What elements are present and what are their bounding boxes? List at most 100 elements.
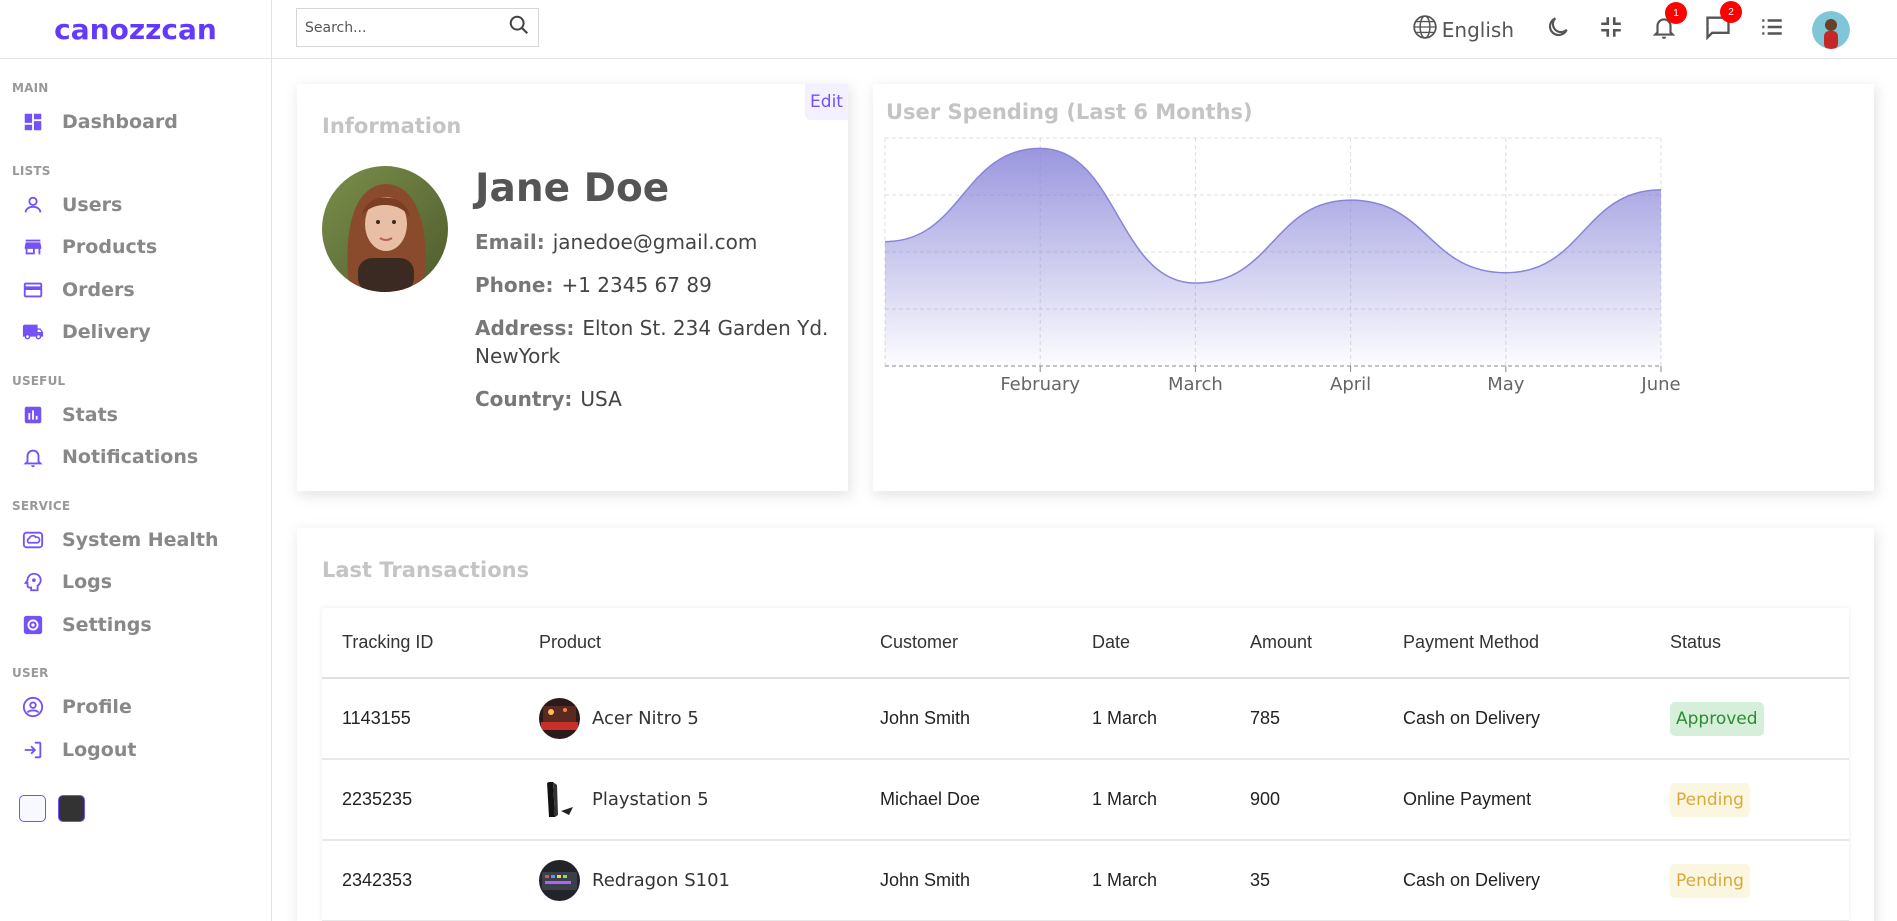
column-header-payment-method[interactable]: Payment Method [1383, 608, 1650, 679]
transactions-card: Last Transactions Tracking ID Product Cu… [297, 528, 1874, 921]
list-menu-button[interactable] [1759, 14, 1785, 45]
sidebar-item-logs[interactable]: Logs [0, 561, 271, 604]
sidebar-item-label: System Health [62, 528, 219, 551]
status-cell: Pending [1650, 759, 1849, 841]
search-input[interactable] [305, 19, 508, 36]
x-tick-label: June [1640, 374, 1680, 395]
product-image [539, 698, 580, 739]
cloud-icon [20, 527, 46, 553]
section-title-lists: LISTS [12, 163, 51, 178]
settings-icon [20, 612, 46, 638]
column-header-date[interactable]: Date [1072, 608, 1230, 679]
section-title-service: SERVICE [12, 498, 71, 513]
globe-icon [1412, 14, 1438, 45]
chart-title: User Spending (Last 6 Months) [886, 100, 1253, 124]
table-header-row: Tracking ID Product Customer Date Amount… [322, 608, 1849, 679]
sidebar-item-label: Users [62, 193, 123, 216]
column-header-customer[interactable]: Customer [860, 608, 1072, 679]
avatar[interactable] [1812, 10, 1850, 49]
sidebar-item-label: Products [62, 236, 158, 259]
column-header-amount[interactable]: Amount [1230, 608, 1383, 679]
address-value: Elton St. 234 Garden Yd. NewYork [475, 316, 829, 368]
bell-icon [20, 444, 46, 470]
sidebar-item-delivery[interactable]: Delivery [0, 311, 271, 354]
sidebar-item-settings[interactable]: Settings [0, 604, 271, 647]
country-key: Country: [475, 387, 573, 411]
tracking-id-cell: 2235235 [322, 759, 519, 841]
address-row: Address: Elton St. 234 Garden Yd. NewYork [475, 314, 835, 370]
dark-mode-toggle[interactable] [1545, 14, 1571, 45]
payment-method-cell: Cash on Delivery [1383, 840, 1650, 921]
sidebar-item-notifications[interactable]: Notifications [0, 436, 271, 479]
sidebar-item-profile[interactable]: Profile [0, 686, 271, 729]
message-badge: 2 [1720, 1, 1742, 23]
product-cell: Redragon S101 [519, 840, 860, 921]
list-icon [1759, 14, 1785, 45]
product-cell: Acer Nitro 5 [519, 678, 860, 760]
notification-badge: 1 [1665, 2, 1687, 24]
fullscreen-exit-icon [1598, 14, 1624, 45]
search-icon[interactable] [508, 14, 530, 41]
app-logo[interactable]: canozzcan [54, 12, 217, 46]
account-circle-icon [20, 694, 46, 720]
product-name: Playstation 5 [592, 789, 709, 810]
transactions-title: Last Transactions [322, 558, 530, 582]
notifications-button[interactable]: 1 [1651, 2, 1687, 45]
country-value: USA [580, 387, 622, 411]
spending-chart-card: User Spending (Last 6 Months) February Ma… [873, 84, 1874, 491]
amount-cell: 900 [1230, 759, 1383, 841]
x-tick-label: May [1487, 374, 1525, 395]
x-tick-label: April [1330, 374, 1371, 395]
sidebar-item-system-health[interactable]: System Health [0, 519, 271, 562]
profile-avatar [322, 166, 448, 292]
language-selector[interactable]: English [1412, 14, 1514, 45]
address-key: Address: [475, 316, 575, 340]
truck-icon [20, 319, 46, 345]
information-card: Edit Information Jane Doe Email: janedoe@… [297, 84, 848, 491]
product-image [539, 779, 580, 820]
column-header-tracking-id[interactable]: Tracking ID [322, 608, 519, 679]
sidebar-item-orders[interactable]: Orders [0, 269, 271, 312]
sidebar-item-label: Delivery [62, 321, 151, 344]
logo-container: canozzcan [0, 0, 271, 59]
table-row[interactable]: 1143155 Acer Nitro 5 John Smith 1 March … [322, 678, 1849, 760]
navbar-items: English 1 2 [1412, 0, 1897, 59]
date-cell: 1 March [1072, 678, 1230, 760]
chart-area-fill [885, 148, 1661, 366]
sidebar-item-logout[interactable]: Logout [0, 729, 271, 772]
profile-details: Jane Doe Email: janedoe@gmail.com Phone: +… [475, 166, 835, 428]
sidebar-item-products[interactable]: Products [0, 226, 271, 269]
x-tick-label: March [1168, 374, 1223, 395]
sidebar-item-users[interactable]: Users [0, 184, 271, 227]
sidebar-item-label: Dashboard [62, 111, 178, 134]
table-row[interactable]: 2342353 Redragon S101 John Smith 1 March… [322, 840, 1849, 921]
payment-method-cell: Online Payment [1383, 759, 1650, 841]
dark-theme-swatch[interactable] [58, 795, 85, 822]
phone-row: Phone: +1 2345 67 89 [475, 271, 835, 299]
navbar: English 1 2 [272, 0, 1897, 59]
table-row[interactable]: 2235235 Playstation 5 Michael Doe 1 Marc… [322, 759, 1849, 841]
sidebar-item-label: Stats [62, 403, 118, 426]
sidebar-item-label: Logout [62, 738, 137, 761]
sidebar-item-dashboard[interactable]: Dashboard [0, 101, 271, 144]
edit-button[interactable]: Edit [805, 84, 848, 120]
tracking-id-cell: 1143155 [322, 678, 519, 760]
product-name: Redragon S101 [592, 870, 730, 891]
email-value: janedoe@gmail.com [552, 230, 758, 254]
date-cell: 1 March [1072, 840, 1230, 921]
bar-chart-icon [20, 402, 46, 428]
status-badge: Approved [1670, 701, 1764, 736]
column-header-product[interactable]: Product [519, 608, 860, 679]
logout-icon [20, 737, 46, 763]
status-cell: Approved [1650, 678, 1849, 760]
product-cell: Playstation 5 [519, 759, 860, 841]
fullscreen-exit-button[interactable] [1598, 14, 1624, 45]
product-name: Acer Nitro 5 [592, 708, 699, 729]
column-header-status[interactable]: Status [1650, 608, 1849, 679]
tracking-id-cell: 2342353 [322, 840, 519, 921]
store-icon [20, 234, 46, 260]
status-badge: Pending [1670, 782, 1750, 817]
messages-button[interactable]: 2 [1704, 1, 1742, 46]
light-theme-swatch[interactable] [19, 795, 46, 822]
sidebar-item-stats[interactable]: Stats [0, 394, 271, 437]
